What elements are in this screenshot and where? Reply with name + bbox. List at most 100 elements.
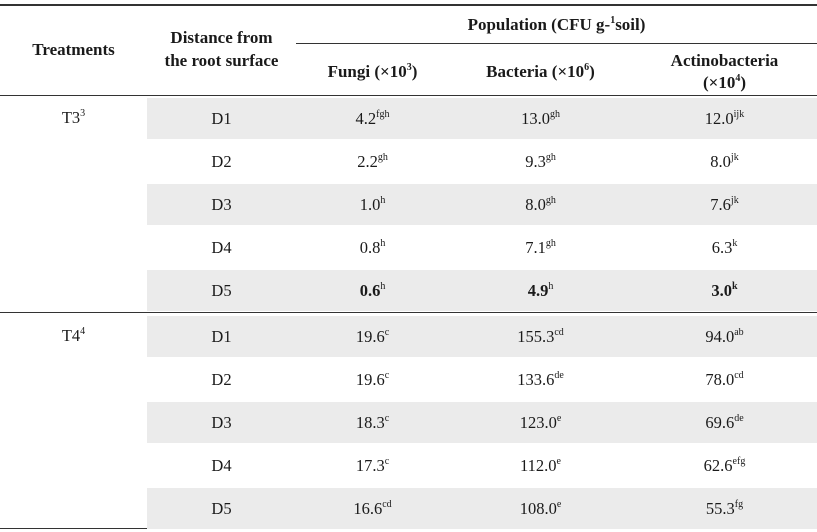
bacteria-cell-value: 155.3 <box>517 327 555 346</box>
header-distance-line2: the root surface <box>164 51 279 70</box>
distance-cell-value: D1 <box>211 109 232 128</box>
bacteria-cell: 13.0gh <box>449 109 632 129</box>
fungi-cell-value: 18.3 <box>355 413 385 432</box>
fungi-cell-significance-letters: cd <box>382 499 392 510</box>
fungi-cell-significance-letters: c <box>384 327 390 338</box>
fungi-cell-significance-letters: fgh <box>376 109 390 120</box>
actinobacteria-cell-value: 6.3 <box>711 238 733 257</box>
fungi-cell: 0.6h <box>296 281 449 301</box>
actinobacteria-cell-significance-letters: efg <box>732 456 746 467</box>
actinobacteria-cell-value: 62.6 <box>703 456 733 475</box>
fungi-cell-value: 16.6 <box>353 499 383 518</box>
fungi-cell-significance-letters: c <box>384 370 390 381</box>
fungi-cell-value: 0.8 <box>359 238 381 257</box>
bacteria-cell: 112.0e <box>449 456 632 476</box>
bacteria-cell-value: 4.9 <box>527 281 549 300</box>
row-shading <box>147 98 817 139</box>
header-population-unit: soil) <box>615 15 646 34</box>
header-fungi: Fungi (×103) <box>296 62 449 82</box>
actinobacteria-cell-significance-letters: de <box>734 413 744 424</box>
header-bacteria: Bacteria (×106) <box>449 62 632 82</box>
row-shading <box>147 488 817 529</box>
row-shading <box>147 184 817 225</box>
bacteria-cell-significance-letters: gh <box>545 152 556 163</box>
header-actino-sup: 4 <box>735 73 741 84</box>
treatment-footnote: 4 <box>80 326 86 337</box>
bacteria-cell-value: 112.0 <box>520 456 557 475</box>
fungi-cell: 17.3c <box>296 456 449 476</box>
actinobacteria-cell-significance-letters: jk <box>730 195 739 206</box>
fungi-cell-significance-letters: h <box>380 195 386 206</box>
distance-cell-value: D5 <box>211 499 232 518</box>
row-shading <box>147 402 817 443</box>
header-bacteria-close: ) <box>589 62 595 81</box>
bacteria-cell: 4.9h <box>449 281 632 301</box>
treatment-footnote: 3 <box>80 108 86 119</box>
distance-cell: D5 <box>147 499 296 519</box>
actinobacteria-cell: 12.0ijk <box>632 109 817 129</box>
row-shading <box>147 316 817 357</box>
bacteria-cell-value: 108.0 <box>519 499 557 518</box>
distance-cell: D4 <box>147 238 296 258</box>
actinobacteria-cell: 3.0k <box>632 281 817 301</box>
bacteria-cell-significance-letters: e <box>556 499 562 510</box>
fungi-cell: 0.8h <box>296 238 449 258</box>
fungi-cell-value: 17.3 <box>355 456 385 475</box>
distance-cell-value: D3 <box>211 195 232 214</box>
actinobacteria-cell: 7.6jk <box>632 195 817 215</box>
actinobacteria-cell-value: 12.0 <box>704 109 734 128</box>
bacteria-cell-significance-letters: gh <box>545 195 556 206</box>
bacteria-cell-value: 9.3 <box>525 152 546 171</box>
row-shading <box>147 270 817 311</box>
distance-cell: D5 <box>147 281 296 301</box>
actinobacteria-cell-value: 69.6 <box>705 413 735 432</box>
header-fungi-close: ) <box>411 62 418 81</box>
header-population-text: Population (CFU g- <box>467 15 611 34</box>
actinobacteria-cell-value: 3.0 <box>711 281 733 300</box>
actinobacteria-cell: 55.3fg <box>632 499 817 519</box>
header-actino-line1: Actinobacteria <box>670 51 779 70</box>
distance-cell-value: D5 <box>211 281 232 300</box>
distance-cell: D2 <box>147 370 296 390</box>
bacteria-cell-value: 123.0 <box>519 413 557 432</box>
bacteria-cell-significance-letters: e <box>556 456 561 467</box>
header-distance-line1: Distance from <box>170 28 273 47</box>
fungi-cell: 18.3c <box>296 413 449 433</box>
fungi-cell-value: 1.0 <box>359 195 381 214</box>
header-bacteria-sup: 6 <box>584 62 590 73</box>
treatment-label: T33 <box>0 108 147 128</box>
actinobacteria-cell: 62.6efg <box>632 456 817 476</box>
actinobacteria-cell-value: 55.3 <box>705 499 735 518</box>
actinobacteria-cell-value: 7.6 <box>710 195 731 214</box>
actinobacteria-cell-significance-letters: ab <box>734 327 744 338</box>
distance-cell-value: D2 <box>211 152 232 171</box>
fungi-cell-value: 19.6 <box>355 327 385 346</box>
header-fungi-text: Fungi (×10 <box>327 62 407 81</box>
fungi-cell-significance-letters: h <box>380 281 386 292</box>
actinobacteria-cell-significance-letters: ijk <box>733 109 745 120</box>
fungi-cell: 1.0h <box>296 195 449 215</box>
actinobacteria-cell: 8.0jk <box>632 152 817 172</box>
population-underline <box>296 43 817 44</box>
fungi-cell: 16.6cd <box>296 499 449 519</box>
header-population-sup: 1 <box>610 15 616 26</box>
group-divider-rule <box>0 312 817 313</box>
distance-cell: D3 <box>147 195 296 215</box>
fungi-cell-value: 0.6 <box>359 281 381 300</box>
fungi-cell: 19.6c <box>296 327 449 347</box>
fungi-cell-value: 19.6 <box>355 370 385 389</box>
actinobacteria-cell-value: 94.0 <box>705 327 735 346</box>
bacteria-cell-value: 133.6 <box>517 370 555 389</box>
actinobacteria-cell-significance-letters: fg <box>734 499 744 510</box>
header-treatments: Treatments <box>32 40 115 59</box>
bacteria-cell: 9.3gh <box>449 152 632 172</box>
bacteria-cell-significance-letters: e <box>556 413 562 424</box>
header-fungi-sup: 3 <box>406 62 412 73</box>
fungi-cell: 4.2fgh <box>296 109 449 129</box>
fungi-cell-significance-letters: h <box>380 238 386 249</box>
header-actino-close: ) <box>740 73 747 92</box>
fungi-cell: 2.2gh <box>296 152 449 172</box>
actinobacteria-cell: 78.0cd <box>632 370 817 390</box>
fungi-cell-value: 2.2 <box>357 152 378 171</box>
actinobacteria-cell-significance-letters: jk <box>730 152 739 163</box>
